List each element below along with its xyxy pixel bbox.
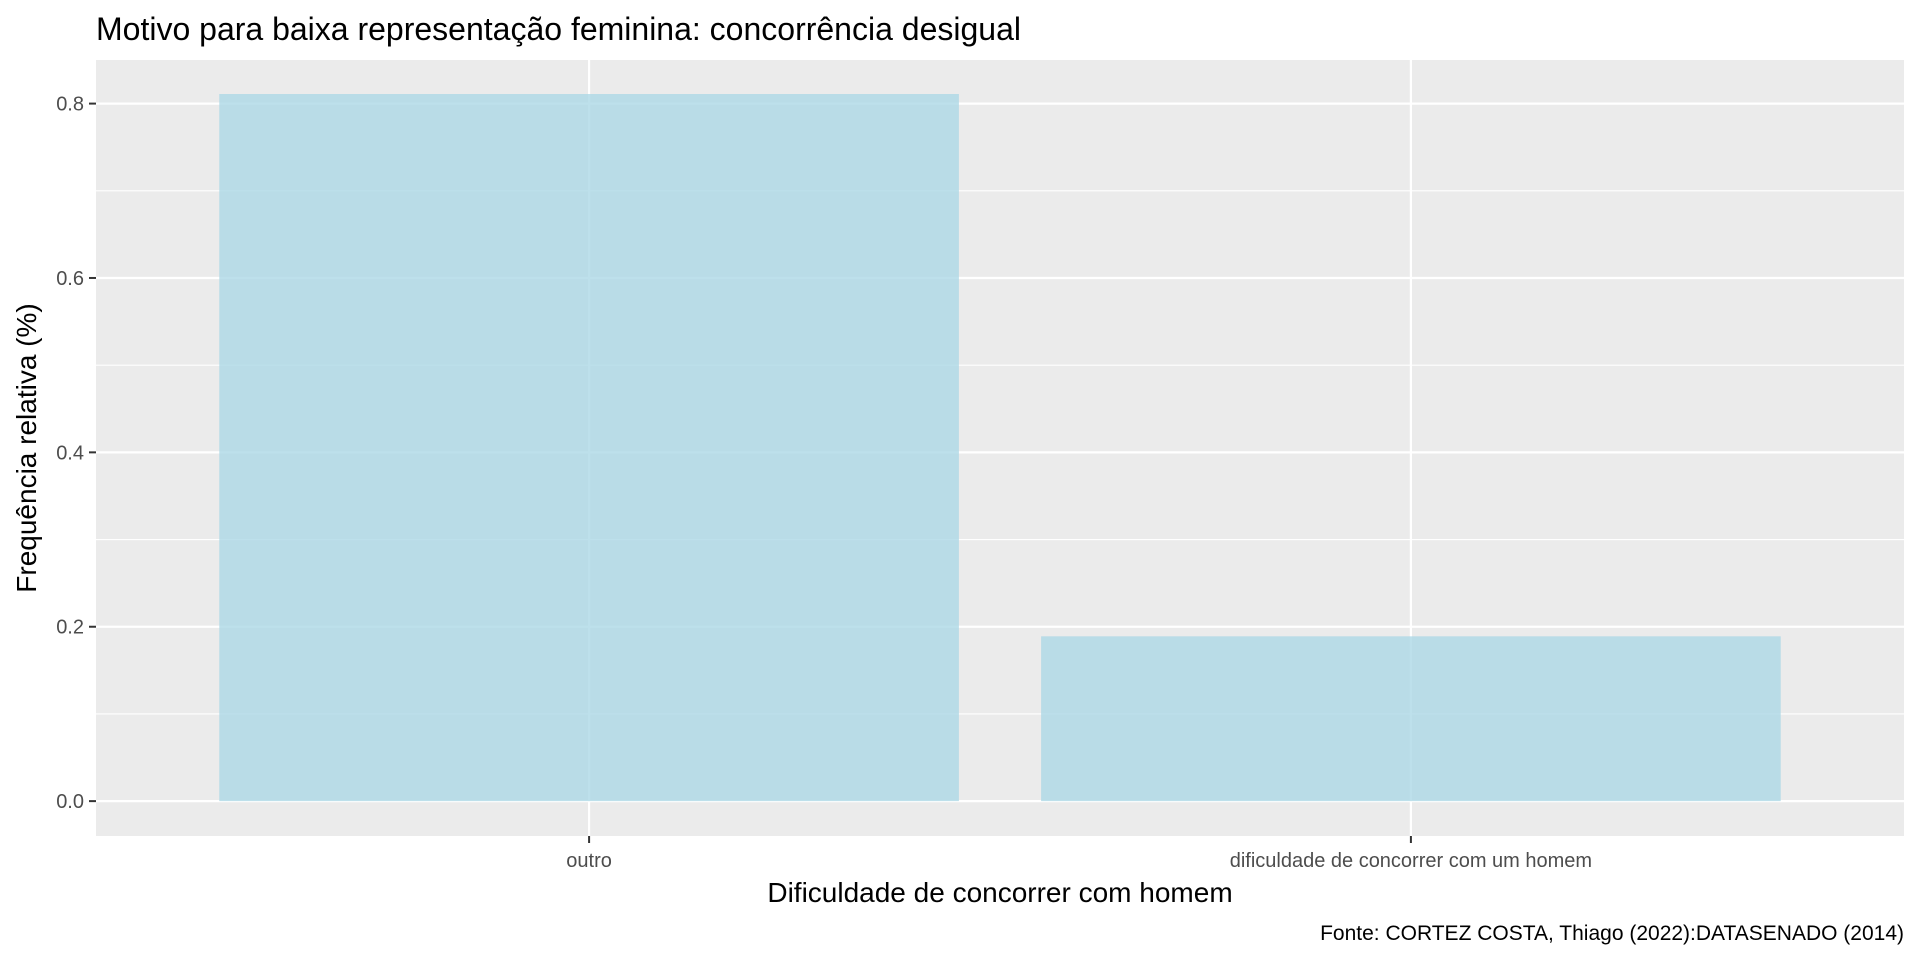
y-tick-label: 0.8 — [56, 94, 84, 116]
y-axis-title: Frequência relativa (%) — [11, 303, 42, 592]
y-tick-label: 0.4 — [56, 442, 84, 464]
y-tick-label: 0.0 — [56, 791, 84, 813]
chart-title: Motivo para baixa representação feminina… — [96, 11, 1021, 47]
bar-outro — [219, 94, 959, 802]
x-axis-title: Dificuldade de concorrer com homem — [767, 877, 1232, 908]
x-tick-label: outro — [566, 850, 612, 872]
bar-dificuldade — [1041, 636, 1781, 802]
y-axis: 0.0 0.2 0.4 0.6 0.8 — [56, 94, 96, 813]
bars — [219, 94, 1781, 802]
source-caption: Fonte: CORTEZ COSTA, Thiago (2022):DATAS… — [1320, 922, 1904, 945]
x-tick-label: dificuldade de concorrer com um homem — [1230, 850, 1592, 872]
y-tick-label: 0.6 — [56, 268, 84, 290]
y-tick-label: 0.2 — [56, 617, 84, 639]
x-axis: outro dificuldade de concorrer com um hom… — [566, 836, 1592, 872]
